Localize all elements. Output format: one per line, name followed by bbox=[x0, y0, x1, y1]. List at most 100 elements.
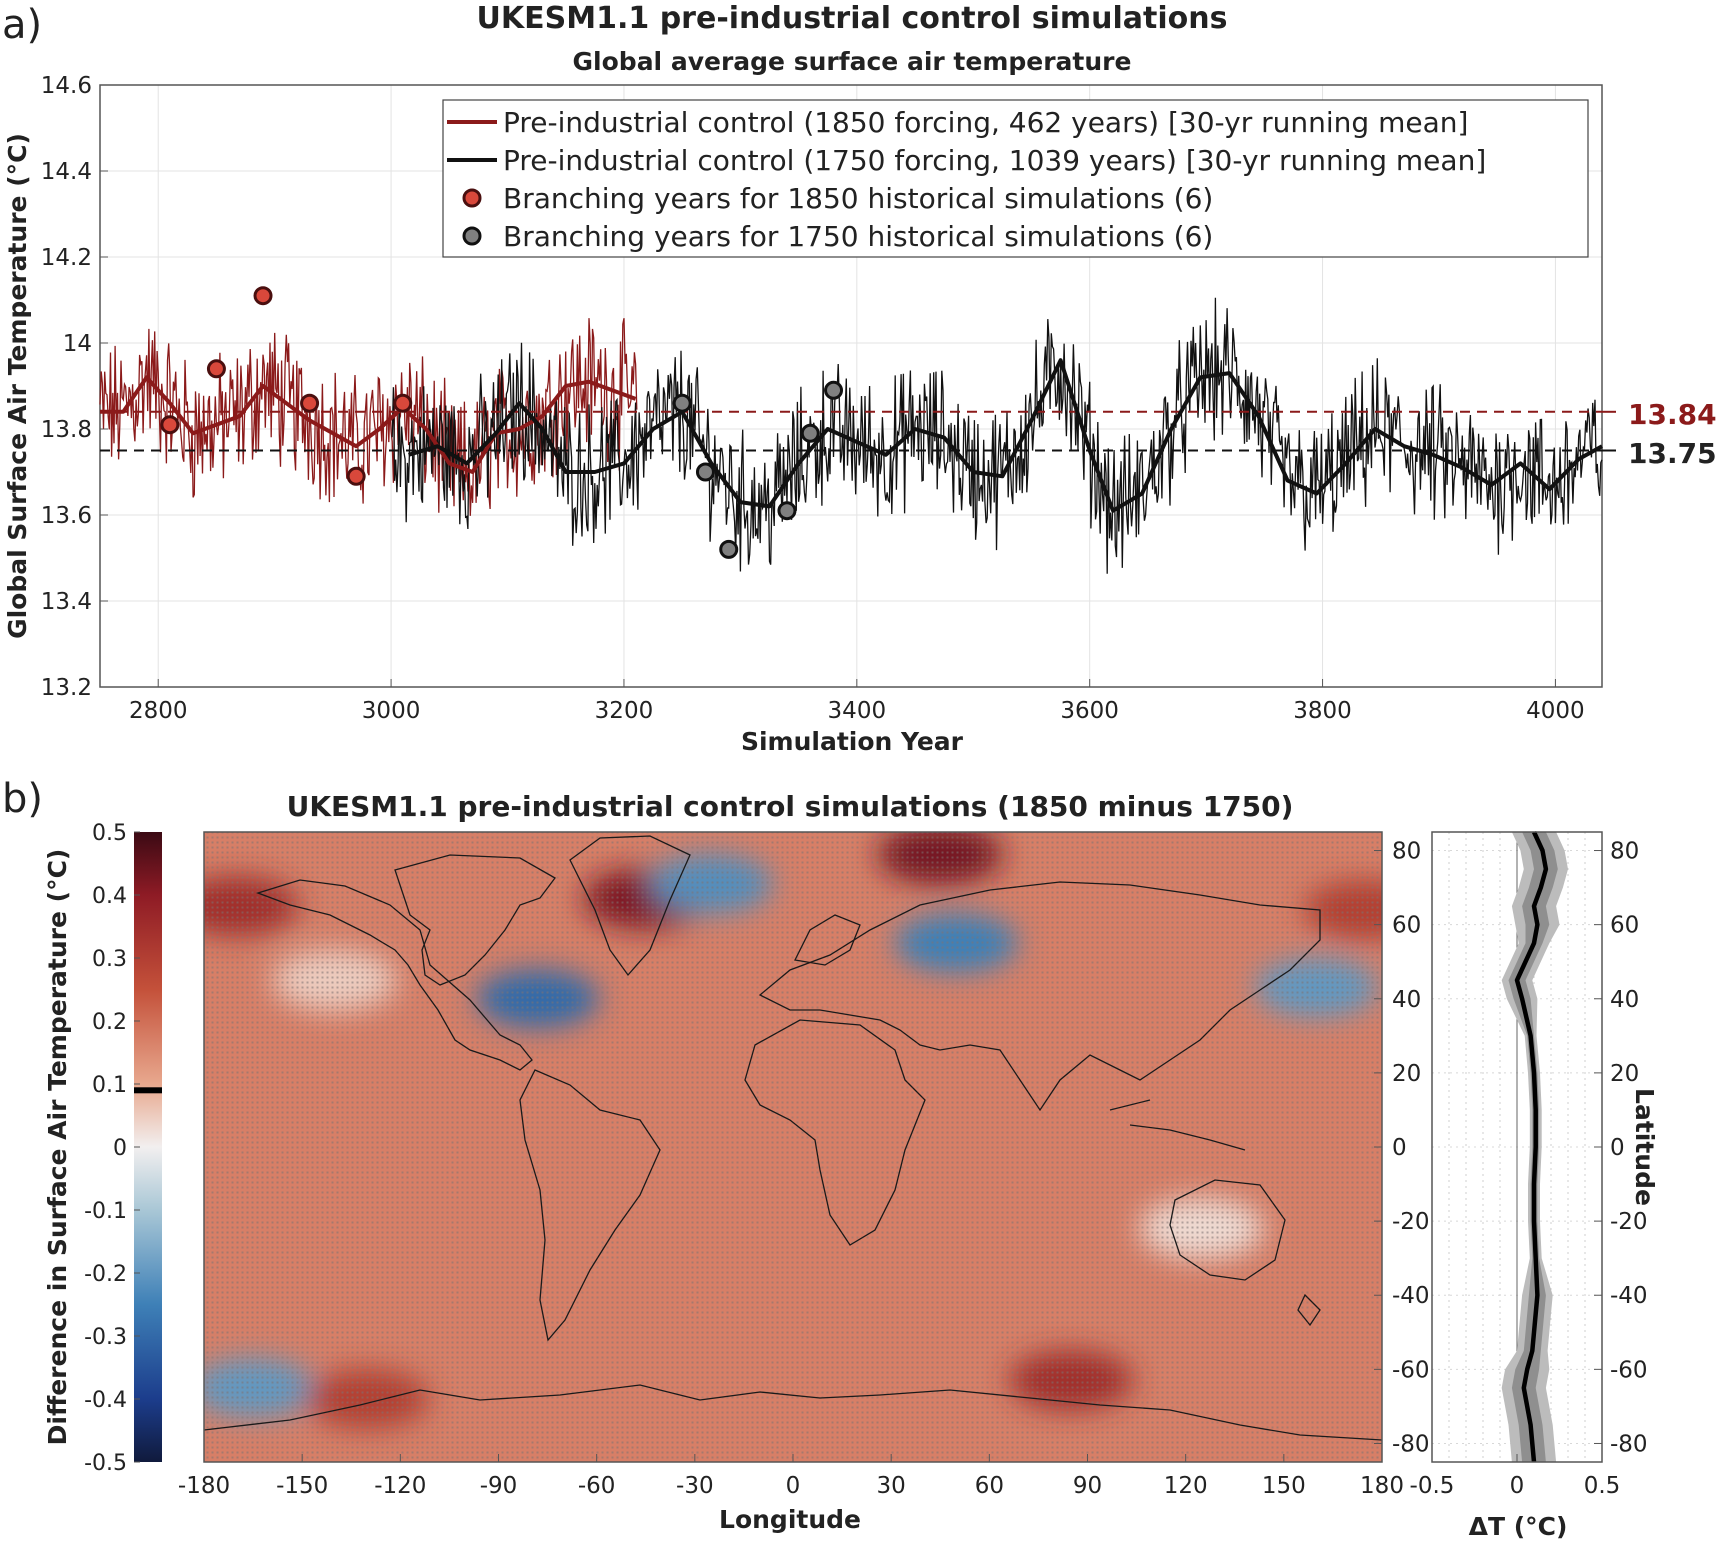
coast-scandinavia bbox=[794, 914, 861, 966]
branch-point-1750-3380 bbox=[824, 380, 844, 400]
colorbar-tick-label-0.5: 0.5 bbox=[92, 821, 127, 846]
lat-tick-label-map--80: -80 bbox=[1392, 1431, 1430, 1457]
x-tick-label-3800: 3800 bbox=[1293, 698, 1352, 724]
coast-eurasia bbox=[758, 881, 1321, 1112]
branch-point-1750-3360 bbox=[800, 423, 820, 443]
branch-point-1850-2930 bbox=[300, 393, 320, 413]
y-tick-label-14.6: 14.6 bbox=[41, 73, 92, 99]
branch-point-1750-3270 bbox=[695, 462, 715, 482]
panel-a-ticks: 2800 3000 3200 3400 3600 3800 4000 13.2 13.4 13.6… bbox=[41, 73, 1585, 724]
coastlines bbox=[204, 835, 1382, 1441]
y-tick-label-14: 14 bbox=[63, 331, 92, 357]
zonal-y-axis-label: Latitude bbox=[1630, 1088, 1659, 1206]
panel-a-label: a) bbox=[2, 2, 42, 48]
running-mean-1750 bbox=[408, 358, 1603, 513]
y-tick-label-13.4: 13.4 bbox=[41, 589, 92, 615]
panel-a-y-axis-label: Global Surface Air Temperature (°C) bbox=[3, 133, 32, 639]
coast-australia bbox=[1169, 1179, 1286, 1281]
branch-point-1850-2890 bbox=[253, 286, 273, 306]
lat-tick-label-map-80: 80 bbox=[1392, 839, 1421, 865]
x-tick-label-3400: 3400 bbox=[828, 698, 887, 724]
lat-tick-label-map-0: 0 bbox=[1392, 1135, 1407, 1161]
zonal-y-tick-label--40: -40 bbox=[1610, 1283, 1648, 1309]
panel-a-subtitle: Global average surface air temperature bbox=[573, 47, 1132, 76]
lat-tick-label-map--60: -60 bbox=[1392, 1357, 1430, 1383]
zonal-y-tick-label-20: 20 bbox=[1610, 1061, 1639, 1087]
coast-antarctica bbox=[204, 1384, 1382, 1441]
zonal-y-tick-label-0: 0 bbox=[1610, 1135, 1625, 1161]
lat-tick-label-map-20: 20 bbox=[1392, 1061, 1421, 1087]
y-tick-label-13.6: 13.6 bbox=[41, 503, 92, 529]
lat-tick-label-map--20: -20 bbox=[1392, 1209, 1430, 1235]
reference-label-1750: 13.75 bbox=[1628, 437, 1717, 470]
coast-new-zealand bbox=[1297, 1293, 1321, 1327]
zonal-y-tick-label-40: 40 bbox=[1610, 987, 1639, 1013]
annual-trace-1750 bbox=[391, 297, 1603, 574]
legend-box bbox=[442, 99, 1589, 258]
panel-b-title: UKESM1.1 pre-industrial control simulati… bbox=[287, 790, 1294, 823]
lon-tick-label-180: 180 bbox=[1360, 1473, 1404, 1499]
coast-canada-east bbox=[394, 854, 556, 986]
colorbar-label: Difference in Surface Air Temperature (°… bbox=[43, 849, 72, 1446]
colorbar-tick-label-0.2: 0.2 bbox=[92, 1010, 127, 1035]
y-tick-label-13.2: 13.2 bbox=[41, 675, 92, 701]
y-tick-label-13.8: 13.8 bbox=[41, 417, 92, 443]
running-mean-1850 bbox=[100, 375, 637, 474]
colorbar-tick-label-0.4: 0.4 bbox=[92, 884, 127, 909]
zonal-y-tick-label--20: -20 bbox=[1610, 1209, 1648, 1235]
colorbar-global-mean-marker bbox=[134, 1087, 162, 1094]
coast-africa bbox=[744, 1019, 926, 1246]
lat-tick-label-map--40: -40 bbox=[1392, 1283, 1430, 1309]
coast-greenland bbox=[569, 835, 691, 977]
zonal-ticks: -0.5 0 0.5 80 60 40 20 0 -20 -40 -60 -80 bbox=[1410, 839, 1648, 1499]
map-ticks: -180 -150 -120 -90 -60 -30 0 30 60 90 120 150 180 80 6… bbox=[178, 839, 1430, 1499]
colorbar-tick-label--0.4: -0.4 bbox=[84, 1388, 127, 1413]
panel-a-x-axis-label: Simulation Year bbox=[741, 727, 964, 756]
zonal-mean-line bbox=[1514, 831, 1549, 1463]
legend-entry-1750-branch: Branching years for 1750 historical simu… bbox=[503, 220, 1213, 253]
zonal-y-tick-label-60: 60 bbox=[1610, 913, 1639, 939]
colorbar-tick-label-0.3: 0.3 bbox=[92, 947, 127, 972]
lat-tick-label-map-60: 60 bbox=[1392, 913, 1421, 939]
y-tick-label-14.4: 14.4 bbox=[41, 159, 92, 185]
lon-tick-label-60: 60 bbox=[975, 1473, 1004, 1499]
x-tick-label-2800: 2800 bbox=[129, 698, 188, 724]
annual-trace-1850 bbox=[99, 318, 638, 516]
lon-tick-label-0: 0 bbox=[786, 1473, 801, 1499]
coast-south-america bbox=[519, 1069, 661, 1342]
zonal-mean-curve bbox=[1514, 831, 1549, 1463]
panel-a-legend: Pre-industrial control (1850 forcing, 46… bbox=[442, 99, 1589, 258]
lon-tick-label--150: -150 bbox=[276, 1473, 328, 1499]
x-tick-label-4000: 4000 bbox=[1526, 698, 1585, 724]
panel-a-title: UKESM1.1 pre-industrial control simulati… bbox=[477, 1, 1228, 36]
lon-tick-label-150: 150 bbox=[1262, 1473, 1306, 1499]
lon-tick-label--30: -30 bbox=[676, 1473, 714, 1499]
lon-tick-label--60: -60 bbox=[578, 1473, 616, 1499]
map-x-axis-label: Longitude bbox=[719, 1505, 861, 1534]
colorbar-tick-label--0.2: -0.2 bbox=[84, 1262, 127, 1287]
colorbar-tick-label-0: 0 bbox=[113, 1136, 127, 1161]
zonal-x-tick-label-0: 0 bbox=[1510, 1473, 1525, 1499]
legend-marker-1750-branch bbox=[462, 226, 482, 246]
zonal-y-tick-label-80: 80 bbox=[1610, 839, 1639, 865]
lon-tick-label-120: 120 bbox=[1164, 1473, 1208, 1499]
y-tick-label-14.2: 14.2 bbox=[41, 245, 92, 271]
coast-maritime-continent bbox=[1109, 1099, 1246, 1151]
lat-tick-label-map-40: 40 bbox=[1392, 987, 1421, 1013]
lon-tick-label--90: -90 bbox=[480, 1473, 518, 1499]
legend-marker-1850-branch bbox=[462, 188, 482, 208]
map-area bbox=[204, 832, 1382, 1462]
coast-north-america bbox=[255, 879, 533, 1071]
colorbar-tick-label-0.1: 0.1 bbox=[92, 1073, 127, 1098]
panel-a-series bbox=[99, 297, 1616, 574]
zonal-y-tick-label--60: -60 bbox=[1610, 1357, 1648, 1383]
colorbar-tick-label--0.1: -0.1 bbox=[84, 1199, 127, 1224]
branch-point-1750-3290 bbox=[719, 539, 739, 559]
lon-tick-label--180: -180 bbox=[178, 1473, 230, 1499]
map-stippling bbox=[204, 832, 1382, 1462]
panel-a-branch-points bbox=[160, 286, 844, 559]
zonal-x-tick-label-0.5: 0.5 bbox=[1584, 1473, 1621, 1499]
branch-point-1850-3010 bbox=[393, 393, 413, 413]
x-tick-label-3000: 3000 bbox=[362, 698, 421, 724]
